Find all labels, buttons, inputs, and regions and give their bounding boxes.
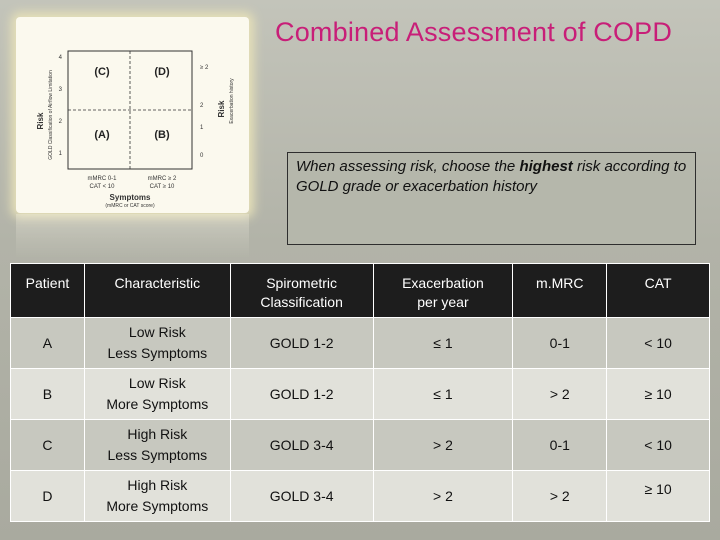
bottom-right-mmrc: mMRC ≥ 2 — [148, 176, 177, 182]
right-tick-2: 2 — [200, 103, 204, 109]
cell-patient: B — [10, 368, 85, 420]
left-tick-4: 4 — [59, 55, 63, 61]
x-axis-title: Symptoms — [110, 193, 151, 202]
cell-mmrc: > 2 — [512, 470, 608, 522]
gold-assessment-figure: (C) (D) (A) (B) 4 3 2 1 ≥ 2 2 1 0 Risk G… — [16, 17, 249, 213]
cell-mmrc: 0-1 — [512, 317, 608, 369]
quadrant-c-label: (C) — [94, 66, 110, 78]
right-axis-title: Risk — [217, 100, 226, 117]
cell-cat: < 10 — [606, 419, 710, 471]
bottom-right-cat: CAT ≥ 10 — [150, 184, 175, 190]
right-axis-subtitle: Exacerbation history — [229, 78, 235, 124]
cell-patient: A — [10, 317, 85, 369]
cell-exacerbation: ≤ 1 — [372, 368, 514, 420]
cell-characteristic: High Risk More Symptoms — [83, 470, 231, 522]
mmrc-value: > 2 — [549, 385, 570, 402]
cell-patient: D — [10, 470, 85, 522]
cell-characteristic: High Risk Less Symptoms — [83, 419, 231, 471]
quadrant-a-label: (A) — [94, 129, 110, 141]
quadrant-b-label: (B) — [154, 129, 170, 141]
note-bold: highest — [519, 158, 573, 175]
table-header-row: Patient Characteristic Spirometric Classi… — [10, 263, 710, 318]
figure-reflection — [16, 214, 249, 258]
x-axis-subtitle: (mMRC or CAT score) — [105, 203, 155, 209]
note-prefix: When assessing risk, choose the — [296, 158, 520, 175]
cell-spirometric: GOLD 3-4 — [229, 419, 374, 471]
left-axis-title: Risk — [36, 112, 45, 129]
header-cat: CAT — [606, 263, 710, 318]
cell-mmrc: > 2 — [512, 368, 608, 420]
risk-note-box: When assessing risk, choose the highest … — [287, 152, 696, 245]
header-spirometric: Spirometric Classification — [229, 263, 374, 318]
cell-mmrc: 0-1 — [512, 419, 608, 471]
cell-characteristic: Low Risk Less Symptoms — [83, 317, 231, 369]
cell-exacerbation: > 2 — [372, 470, 514, 522]
right-tick-ge2: ≥ 2 — [200, 65, 209, 71]
cell-exacerbation: ≤ 1 — [372, 317, 514, 369]
cell-spirometric: GOLD 1-2 — [229, 368, 374, 420]
table-row: A Low Risk Less Symptoms GOLD 1-2 ≤ 1 0-1… — [10, 317, 710, 369]
cell-patient: C — [10, 419, 85, 471]
cell-cat: ≥ 10 — [606, 470, 710, 522]
cell-cat: < 10 — [606, 317, 710, 369]
quadrant-diagram: (C) (D) (A) (B) 4 3 2 1 ≥ 2 2 1 0 Risk G… — [36, 50, 235, 209]
cell-spirometric: GOLD 1-2 — [229, 317, 374, 369]
bottom-left-mmrc: mMRC 0-1 — [87, 176, 117, 182]
quadrant-d-label: (D) — [154, 66, 170, 78]
table-row: B Low Risk More Symptoms GOLD 1-2 ≤ 1 > 2… — [10, 368, 710, 420]
header-mmrc: m.MRC — [512, 263, 608, 318]
header-characteristic: Characteristic — [83, 263, 231, 318]
left-axis-subtitle: GOLD Classification of Airflow Limitatio… — [48, 70, 54, 160]
table-row: D High Risk More Symptoms GOLD 3-4 > 2 > … — [10, 470, 710, 522]
note-suffix: risk according to GOLD grade or exacerba… — [296, 158, 687, 195]
left-tick-1: 1 — [59, 151, 63, 157]
cell-characteristic: Low Risk More Symptoms — [83, 368, 231, 420]
right-tick-0: 0 — [200, 153, 204, 159]
header-exacerbation: Exacerbation per year — [372, 263, 514, 318]
header-patient: Patient — [10, 263, 85, 318]
slide-title: Combined Assessment of COPD — [275, 17, 673, 47]
left-tick-2: 2 — [59, 119, 63, 125]
right-tick-1: 1 — [200, 125, 204, 131]
patient-group-table: Patient Characteristic Spirometric Classi… — [10, 263, 710, 522]
cell-cat: ≥ 10 — [606, 368, 710, 420]
risk-note-text: When assessing risk, choose the highest … — [296, 157, 689, 197]
cell-exacerbation: > 2 — [372, 419, 514, 471]
table-row: C High Risk Less Symptoms GOLD 3-4 > 2 0-… — [10, 419, 710, 471]
cell-spirometric: GOLD 3-4 — [229, 470, 374, 522]
bottom-left-cat: CAT < 10 — [90, 184, 116, 190]
left-tick-3: 3 — [59, 87, 63, 93]
